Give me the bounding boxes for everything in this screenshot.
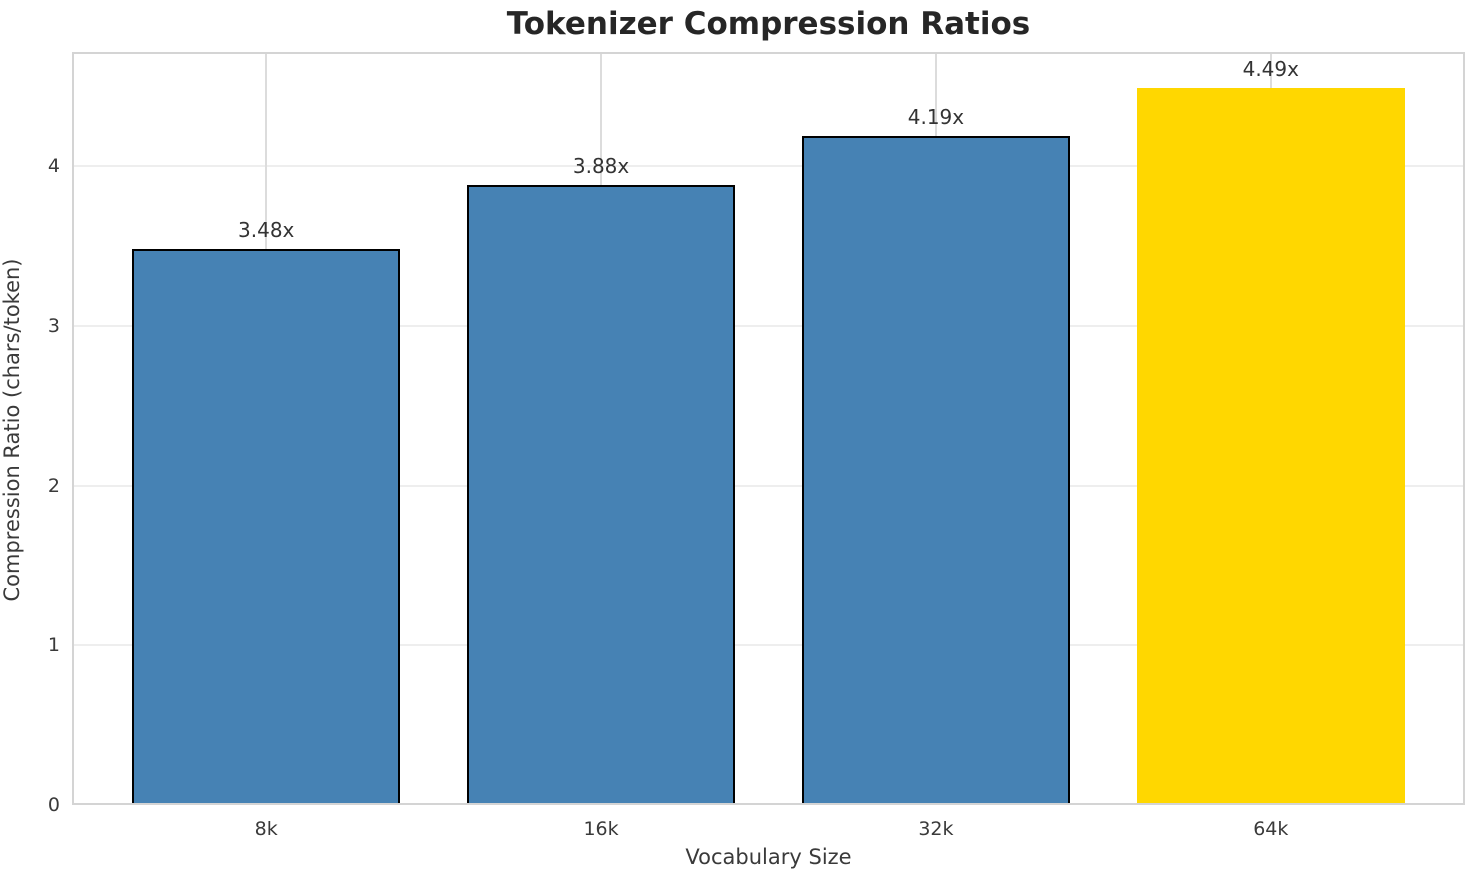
chart-title: Tokenizer Compression Ratios [506, 6, 1031, 42]
y-axis-label: Compression Ratio (chars/token) [0, 258, 24, 602]
y-tick-label: 3 [47, 314, 60, 337]
bar-8k [132, 249, 401, 805]
bar-64k [1136, 88, 1405, 805]
h-gridline [72, 644, 1465, 647]
h-gridline [72, 484, 1465, 487]
bar-value-label: 3.88x [572, 154, 630, 179]
x-tick-label: 32k [918, 818, 954, 840]
bar-value-label: 4.19x [907, 104, 965, 129]
x-tick-label: 8k [254, 818, 278, 840]
y-tick-label: 4 [47, 155, 60, 178]
bar-value-label: 4.49x [1242, 57, 1299, 82]
x-tick-label: 16k [583, 818, 619, 840]
y-tick-label: 2 [47, 474, 60, 497]
bar-32k [801, 136, 1070, 805]
y-tick-label: 0 [47, 794, 60, 816]
h-gridline [72, 324, 1465, 327]
x-tick-label: 64k [1253, 818, 1289, 840]
h-gridline [72, 165, 1465, 168]
x-axis-label: Vocabulary Size [685, 845, 852, 869]
plot-area: 3.48x 3.88x 4.19x 4.49x 0 1 2 3 4 8k 16k 32k 64k [48, 52, 1465, 840]
bar-value-label: 3.48x [238, 218, 295, 243]
y-tick-label: 1 [47, 634, 60, 657]
bar-16k [467, 185, 735, 805]
